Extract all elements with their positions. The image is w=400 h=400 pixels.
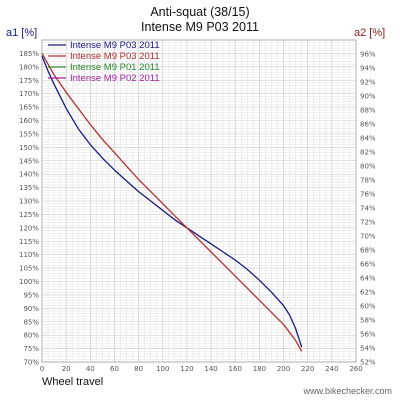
left-tick-label: 70% <box>23 359 39 367</box>
left-tick-label: 110% <box>19 251 39 259</box>
x-tick-label: 0 <box>40 365 44 373</box>
right-tick-label: 74% <box>360 205 376 213</box>
chart-title: Anti-squat (38/15) <box>150 5 249 19</box>
left-tick-label: 135% <box>19 184 39 192</box>
right-tick-label: 70% <box>360 233 376 241</box>
left-tick-label: 105% <box>19 265 39 273</box>
right-tick-label: 68% <box>360 247 376 255</box>
x-tick-label: 200 <box>277 365 290 373</box>
right-tick-label: 58% <box>360 317 376 325</box>
left-tick-label: 115% <box>19 238 39 246</box>
x-axis-label: Wheel travel <box>42 376 103 388</box>
right-tick-label: 72% <box>360 219 376 227</box>
left-tick-label: 120% <box>19 224 39 232</box>
left-tick-label: 130% <box>19 198 39 206</box>
right-tick-label: 96% <box>360 51 376 59</box>
chart-subtitle: Intense M9 P03 2011 <box>141 20 259 34</box>
right-tick-label: 80% <box>360 163 376 171</box>
x-tick-label: 40 <box>86 365 95 373</box>
right-tick-label: 90% <box>360 93 376 101</box>
legend-entry-2: Intense M9 P03 2011 <box>70 51 160 62</box>
left-tick-label: 155% <box>19 130 39 138</box>
watermark: www.bikechecker.com <box>302 386 392 396</box>
left-tick-label: 165% <box>19 104 39 112</box>
x-tick-label: 60 <box>110 365 119 373</box>
left-tick-label: 90% <box>23 305 39 313</box>
right-tick-label: 78% <box>360 177 376 185</box>
left-tick-label: 160% <box>19 117 39 125</box>
right-tick-label: 60% <box>360 303 376 311</box>
right-tick-label: 62% <box>360 289 376 297</box>
left-tick-label: 175% <box>19 77 39 85</box>
x-tick-label: 220 <box>301 365 314 373</box>
x-tick-label: 140 <box>204 365 217 373</box>
left-tick-label: 150% <box>19 144 39 152</box>
right-tick-label: 94% <box>360 65 376 73</box>
x-tick-label: 20 <box>62 365 71 373</box>
right-tick-label: 88% <box>360 107 376 115</box>
x-tick-label: 100 <box>156 365 169 373</box>
left-tick-label: 180% <box>19 63 39 71</box>
legend-entry-1: Intense M9 P03 2011 <box>70 40 160 51</box>
left-tick-label: 145% <box>19 157 39 165</box>
left-tick-label: 95% <box>23 291 39 299</box>
legend-entry-3: Intense M9 P01 2011 <box>70 62 160 73</box>
left-tick-label: 80% <box>23 332 39 340</box>
right-tick-label: 84% <box>360 135 376 143</box>
left-tick-label: 170% <box>19 90 39 98</box>
left-tick-label: 140% <box>19 171 39 179</box>
right-tick-label: 54% <box>360 345 376 353</box>
x-tick-label: 240 <box>325 365 338 373</box>
x-tick-label: 80 <box>134 365 143 373</box>
left-tick-label: 75% <box>23 345 39 353</box>
left-tick-label: 185% <box>19 50 39 58</box>
right-tick-label: 82% <box>360 149 376 157</box>
right-tick-label: 66% <box>360 261 376 269</box>
grid <box>42 40 356 362</box>
right-tick-label: 64% <box>360 275 376 283</box>
left-tick-label: 100% <box>19 278 39 286</box>
right-tick-label: 76% <box>360 191 376 199</box>
x-tick-label: 260 <box>349 365 362 373</box>
left-tick-label: 125% <box>19 211 39 219</box>
x-tick-label: 160 <box>229 365 242 373</box>
right-tick-label: 92% <box>360 79 376 87</box>
left-tick-label: 85% <box>23 318 39 326</box>
right-tick-label: 56% <box>360 331 376 339</box>
x-tick-label: 120 <box>180 365 193 373</box>
x-tick-label: 180 <box>253 365 266 373</box>
legend-entry-4: Intense M9 P02 2011 <box>70 73 160 84</box>
right-tick-label: 86% <box>360 121 376 129</box>
right-axis-title: a2 [%] <box>354 27 385 39</box>
left-axis-title: a1 [%] <box>6 27 37 39</box>
